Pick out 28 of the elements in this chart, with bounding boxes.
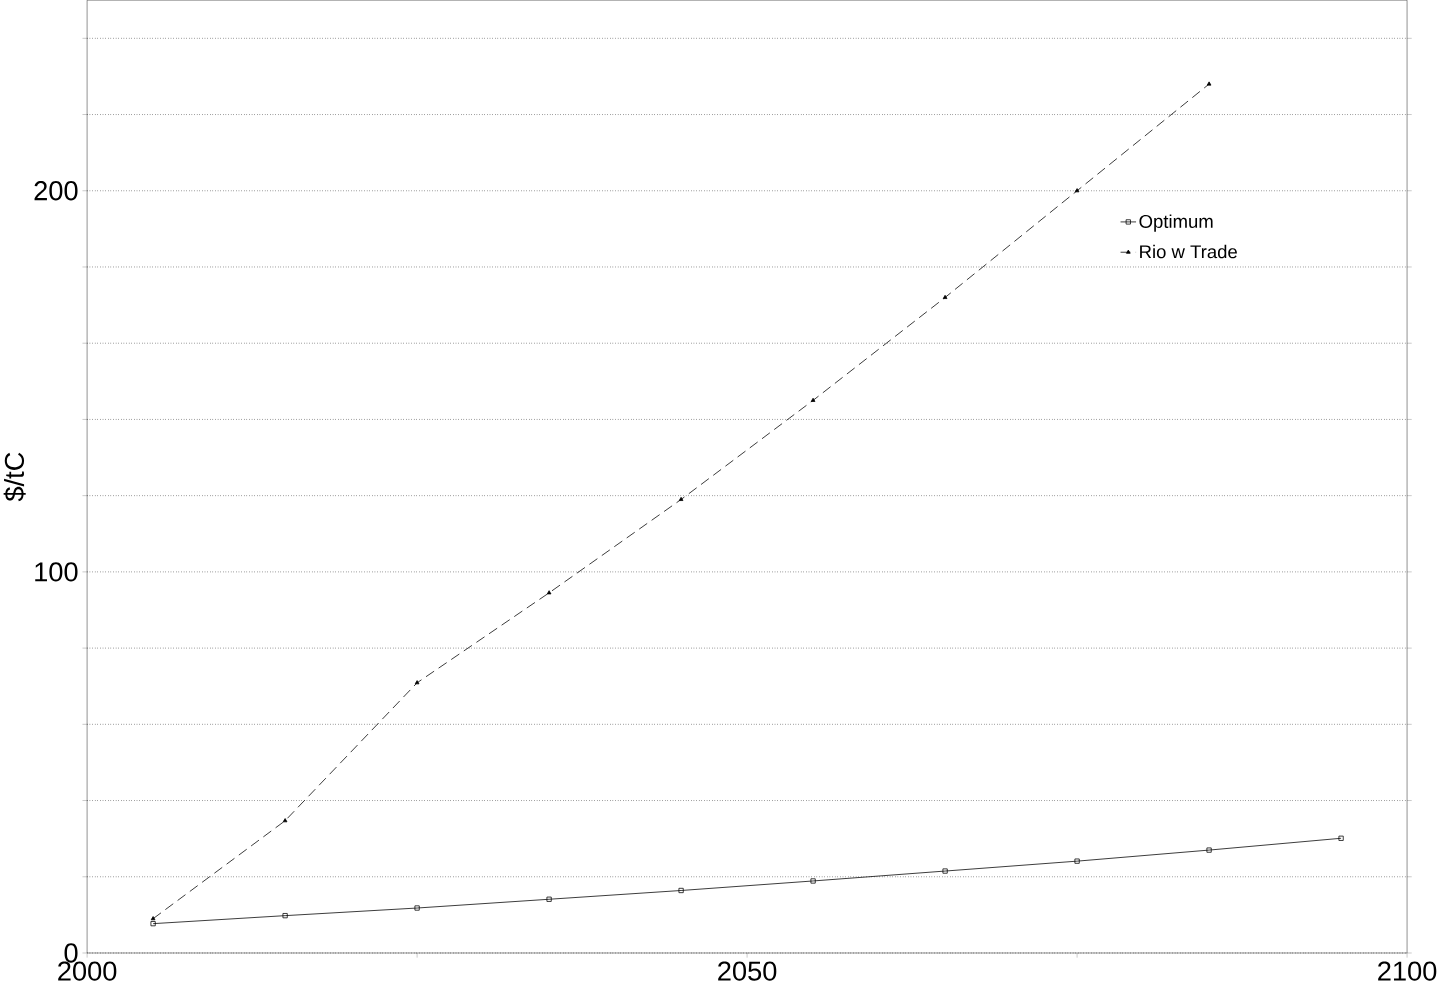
point: [414, 680, 420, 685]
point: [1206, 847, 1212, 853]
x-tick-label: 2100: [1378, 961, 1437, 981]
point: [810, 878, 816, 884]
point: [678, 496, 684, 501]
point: [1338, 835, 1344, 841]
point: [150, 915, 156, 920]
point: [1206, 81, 1212, 86]
point: [546, 590, 552, 595]
y-tick-label: 200: [34, 180, 78, 201]
y-tick-label: 100: [35, 562, 78, 582]
point: [150, 920, 156, 926]
point: [414, 905, 420, 911]
legend-label: Rio w Trade: [1140, 244, 1237, 259]
point: [282, 912, 288, 918]
point: [1074, 858, 1080, 864]
point: [942, 294, 948, 299]
x-tick-label: 2000: [58, 961, 117, 981]
point: [1074, 188, 1080, 193]
point: [678, 887, 684, 893]
point: [546, 896, 552, 902]
x-tick-label: 2050: [718, 961, 777, 981]
point: [810, 397, 816, 402]
y-axis-title: $/tC: [3, 452, 26, 502]
y-tick-label: 0: [64, 943, 78, 963]
point: [942, 868, 948, 874]
legend-label: Optimum: [1139, 214, 1213, 232]
point: [282, 817, 288, 823]
